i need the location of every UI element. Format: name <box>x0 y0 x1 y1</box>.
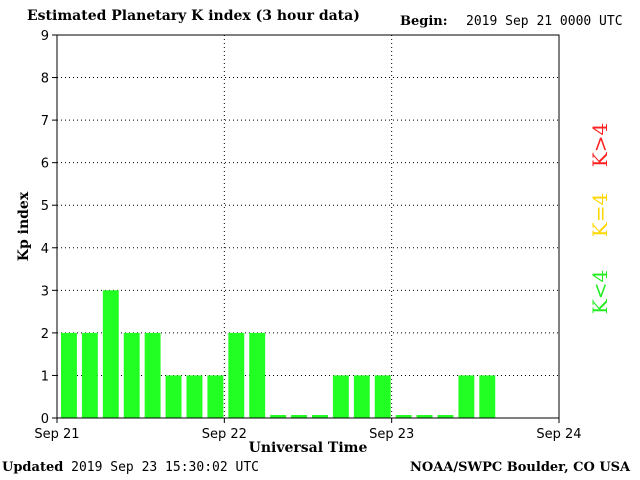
kp-bar <box>102 290 119 418</box>
kp-bar <box>186 375 203 418</box>
y-tick-label: 9 <box>41 29 49 44</box>
x-tick-label: Sep 21 <box>34 427 79 442</box>
kp-bar <box>374 375 391 418</box>
legend-entry: K>4 <box>588 123 612 167</box>
kp-bar <box>291 415 307 418</box>
y-tick-label: 4 <box>41 242 49 257</box>
begin-timestamp: 2019 Sep 21 0000 UTC <box>466 14 623 29</box>
kp-bar <box>249 332 266 418</box>
kp-bar <box>123 332 140 418</box>
y-tick-label: 8 <box>41 72 49 87</box>
y-tick-label: 1 <box>41 369 49 384</box>
kp-bar <box>353 375 370 418</box>
legend-entry: K=4 <box>588 193 612 237</box>
credit-text: NOAA/SWPC Boulder, CO USA <box>410 460 631 475</box>
kp-bar <box>81 332 98 418</box>
y-tick-label: 2 <box>41 327 49 342</box>
kp-bar <box>270 415 287 418</box>
legend-entry: K<4 <box>588 270 612 314</box>
y-axis-title: Kp index <box>16 191 32 261</box>
kp-bar <box>144 332 161 418</box>
updated-label: Updated <box>2 460 64 475</box>
kp-bar <box>207 375 224 418</box>
kp-bar <box>228 332 245 418</box>
y-tick-label: 3 <box>41 284 49 299</box>
kp-bar <box>312 415 328 418</box>
begin-label: Begin: <box>400 14 448 29</box>
kp-bar <box>165 375 182 418</box>
updated-timestamp: 2019 Sep 23 15:30:02 UTC <box>71 460 259 475</box>
y-tick-label: 0 <box>41 412 49 427</box>
kp-bar <box>416 415 433 418</box>
y-tick-label: 5 <box>41 199 49 214</box>
x-axis-title: Universal Time <box>249 440 368 456</box>
kp-bar <box>61 332 77 418</box>
chart-title: Estimated Planetary K index (3 hour data… <box>27 8 360 24</box>
updated-info: Updated 2019 Sep 23 15:30:02 UTC <box>2 460 259 475</box>
plot-frame <box>56 34 560 419</box>
y-tick-label: 6 <box>41 157 49 172</box>
kp-bar <box>479 375 496 418</box>
kp-bar <box>458 375 475 418</box>
x-tick-label: Sep 22 <box>202 427 247 442</box>
kp-bar <box>332 375 349 418</box>
x-tick-label: Sep 23 <box>369 427 414 442</box>
x-tick-label: Sep 24 <box>536 427 581 442</box>
y-tick-label: 7 <box>41 114 49 129</box>
kp-bar <box>395 415 412 418</box>
kp-bar <box>437 415 454 418</box>
